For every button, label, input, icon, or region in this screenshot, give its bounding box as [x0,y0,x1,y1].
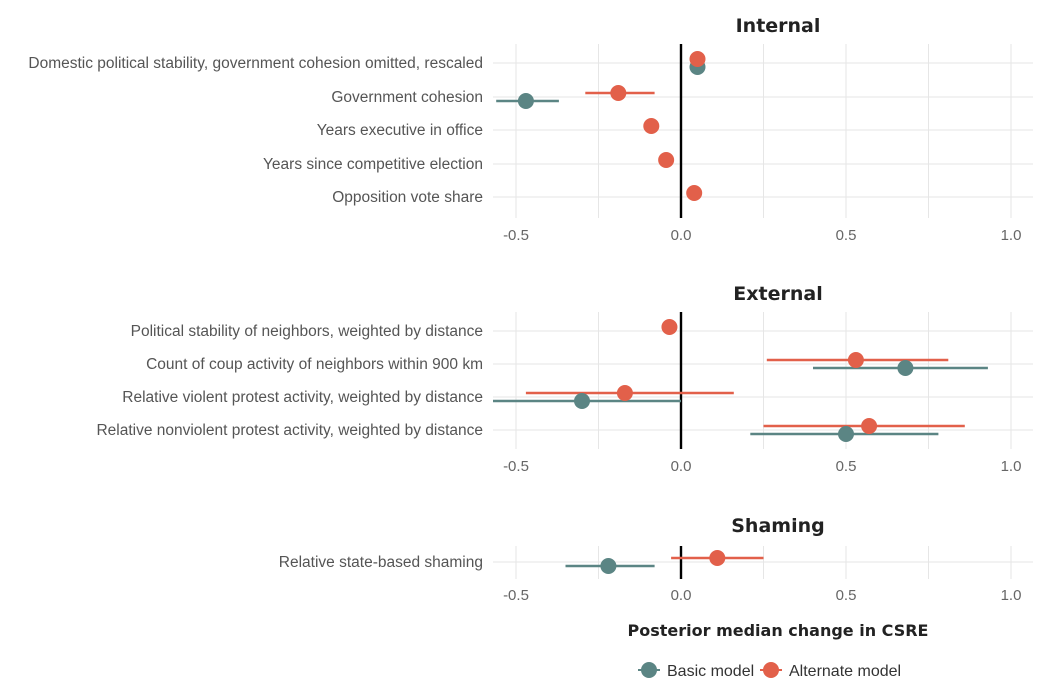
category-label: Relative state-based shaming [279,554,483,571]
data-point-alternate [861,418,878,434]
data-point-basic [897,360,914,376]
x-axis-label: Posterior median change in CSRE [628,621,929,640]
x-tick-label: -0.5 [503,458,529,475]
data-point-basic [574,393,590,409]
data-point-alternate [689,51,706,67]
x-tick-label: 0.5 [836,458,857,475]
x-tick-label: 0.0 [671,587,692,604]
data-point-alternate [847,352,864,368]
x-tick-label: -0.5 [503,587,529,604]
category-label: Political stability of neighbors, weight… [131,323,483,340]
x-tick-label: 1.0 [1001,227,1022,244]
category-label: Domestic political stability, government… [28,55,483,72]
panel-title-2: Shaming [731,515,824,537]
data-point-basic [838,426,854,442]
x-tick-label: 1.0 [1001,458,1022,475]
category-label: Opposition vote share [332,189,483,206]
data-point-basic [517,93,534,109]
panel-title-0: Internal [736,15,821,37]
x-tick-label: 1.0 [1001,587,1022,604]
category-label: Relative nonviolent protest activity, we… [96,422,483,439]
data-point-alternate [658,152,675,168]
data-point-alternate [686,185,703,201]
legend-label: Basic model [667,663,754,680]
x-tick-label: 0.0 [671,458,692,475]
data-point-alternate [616,385,633,401]
x-tick-label: 0.5 [836,587,857,604]
category-label: Years since competitive election [263,156,483,173]
data-point-alternate [661,319,678,335]
data-point-basic [600,558,617,574]
category-label: Count of coup activity of neighbors with… [146,356,483,373]
x-tick-label: 0.0 [671,227,692,244]
category-label: Years executive in office [317,122,483,139]
data-point-alternate [709,550,726,566]
panel-title-1: External [733,283,822,305]
category-label: Government cohesion [331,89,483,106]
category-label: Relative violent protest activity, weigh… [122,389,483,406]
data-point-alternate [643,118,660,134]
data-point-alternate [610,85,627,101]
x-tick-label: 0.5 [836,227,857,244]
x-tick-label: -0.5 [503,227,529,244]
legend-label: Alternate model [789,663,901,680]
